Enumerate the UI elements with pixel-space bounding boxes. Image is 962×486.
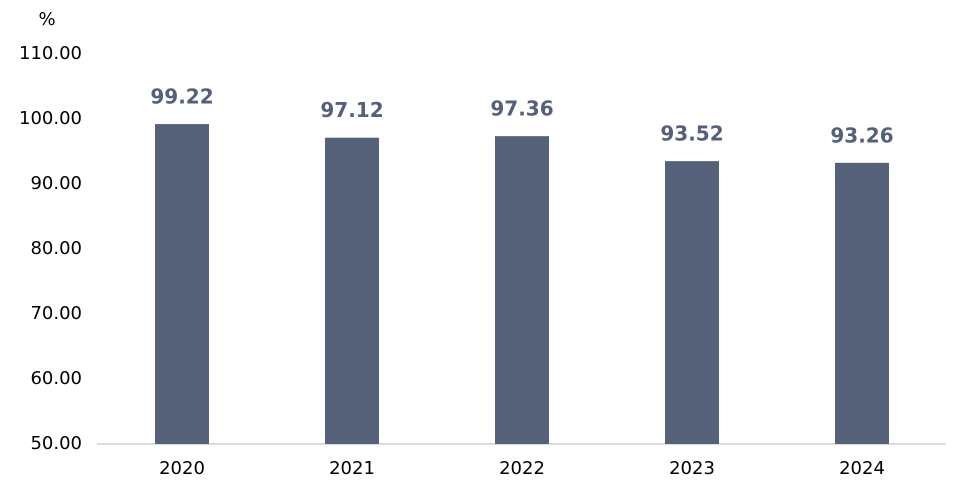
y-tick-label: 60.00 xyxy=(30,368,82,389)
y-tick-label: 50.00 xyxy=(30,433,82,454)
bar xyxy=(155,124,209,444)
value-label: 93.52 xyxy=(660,122,723,146)
bar xyxy=(495,136,549,444)
value-label: 93.26 xyxy=(830,123,893,147)
y-tick-label: 110.00 xyxy=(19,43,82,64)
y-tick-label: 90.00 xyxy=(30,173,82,194)
y-tick-label: 80.00 xyxy=(30,238,82,259)
x-tick-label: 2022 xyxy=(499,458,545,479)
x-tick-label: 2023 xyxy=(669,458,715,479)
y-tick-label: 100.00 xyxy=(19,108,82,129)
x-tick-label: 2020 xyxy=(159,458,205,479)
value-label: 99.22 xyxy=(150,85,213,109)
value-label: 97.36 xyxy=(490,97,553,121)
x-tick-label: 2024 xyxy=(839,458,885,479)
bar xyxy=(665,161,719,444)
bar xyxy=(835,162,889,444)
value-label: 97.12 xyxy=(320,98,383,122)
bar xyxy=(325,137,379,444)
x-tick-label: 2021 xyxy=(329,458,375,479)
y-tick-label: 70.00 xyxy=(30,303,82,324)
y-axis-unit: % xyxy=(38,9,55,30)
